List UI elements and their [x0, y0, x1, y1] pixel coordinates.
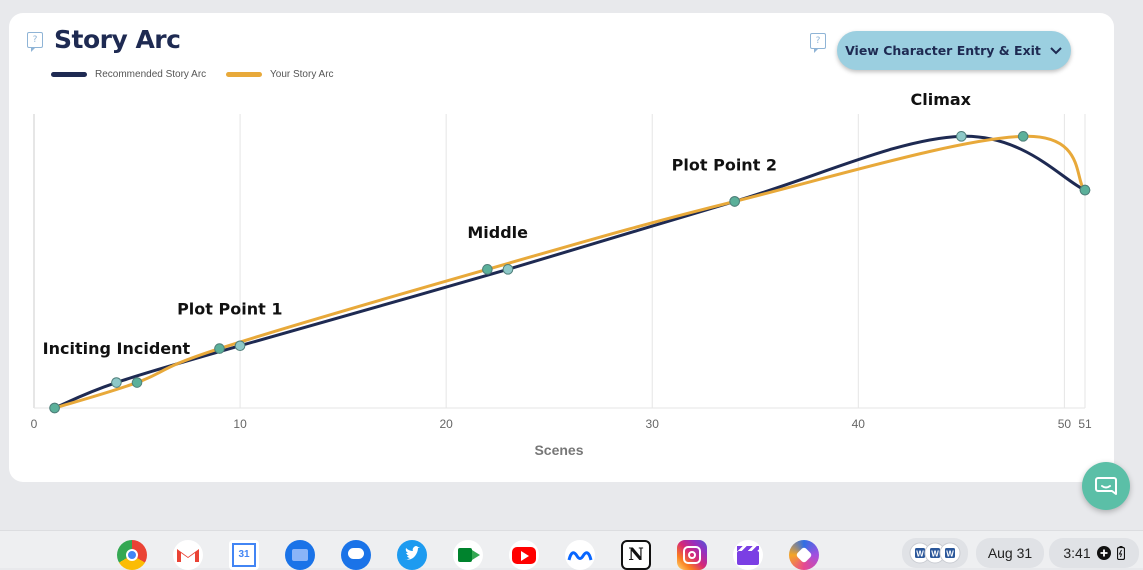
x-tick-label: 0 [31, 417, 38, 431]
data-point [729, 196, 740, 207]
annotation-label: Climax [910, 90, 971, 109]
calendar-icon[interactable]: 31 [229, 540, 259, 570]
annotation-label: Plot Point 1 [177, 300, 282, 319]
button-label: View Character Entry & Exit [845, 43, 1041, 58]
gmail-icon[interactable] [173, 540, 203, 570]
notion-icon[interactable]: N [621, 540, 651, 570]
legend-label: Your Story Arc [270, 69, 334, 80]
legend-item-recommended[interactable]: Recommended Story Arc [51, 69, 206, 80]
x-tick-label: 20 [439, 417, 453, 431]
chrome-icon[interactable] [117, 540, 147, 570]
word-icon: W W W [909, 542, 961, 564]
svg-text:W: W [916, 550, 924, 559]
help-icon[interactable]: ? [810, 33, 826, 53]
annotation-label: Middle [467, 223, 528, 242]
x-tick-label: 50 [1058, 417, 1072, 431]
data-point [131, 377, 143, 388]
twitter-icon[interactable] [397, 540, 427, 570]
copilot-icon[interactable] [789, 540, 819, 570]
taskbar: 31 N W W [0, 530, 1143, 570]
chevron-down-icon [1050, 46, 1062, 54]
x-tick-label: 10 [233, 417, 247, 431]
date-pill[interactable]: Aug 31 [976, 538, 1044, 568]
chat-icon [1095, 477, 1117, 495]
story-arc-chart: 0 10 20 30 40 50 51 Scenes Inciting Incident Plot… [31, 90, 1092, 458]
series-line-recommended [53, 134, 1087, 410]
legend-label: Recommended Story Arc [95, 69, 207, 80]
data-point [482, 264, 493, 275]
data-point [956, 131, 967, 142]
x-tick-label: 51 [1078, 417, 1092, 431]
calendar-day: 31 [232, 543, 256, 567]
data-point [234, 340, 246, 352]
chat-button[interactable] [1082, 462, 1130, 510]
svg-text:W: W [946, 550, 954, 559]
data-point [214, 343, 225, 354]
meet-icon[interactable] [453, 540, 483, 570]
status-tray[interactable]: 3:41 [1049, 538, 1139, 568]
help-icon[interactable]: ? [27, 32, 43, 52]
word-apps-tray[interactable]: W W W [902, 538, 968, 568]
instagram-icon[interactable] [677, 540, 707, 570]
x-tick-label: 30 [646, 417, 660, 431]
legend-swatch [51, 72, 87, 77]
messages-icon[interactable] [341, 540, 371, 570]
annotation-label: Plot Point 2 [672, 155, 777, 174]
x-axis-title: Scenes [534, 442, 583, 458]
series-line-yours [53, 134, 1087, 410]
youtube-icon[interactable] [509, 540, 539, 570]
svg-text:W: W [931, 550, 939, 559]
data-point [49, 402, 60, 414]
view-character-entry-exit-button[interactable]: View Character Entry & Exit [837, 31, 1071, 70]
x-tick-label: 40 [852, 417, 866, 431]
battery-icon [1116, 546, 1125, 560]
data-point [111, 377, 122, 388]
clapperboard-icon[interactable] [733, 540, 763, 570]
add-circle-icon [1096, 546, 1111, 560]
data-point [1079, 184, 1091, 196]
files-icon[interactable] [285, 540, 315, 570]
annotation-label: Inciting Incident [43, 339, 191, 358]
legend-swatch [226, 72, 262, 77]
time-text: 3:41 [1063, 545, 1091, 561]
legend-item-yours[interactable]: Your Story Arc [226, 69, 334, 80]
date-text: Aug 31 [987, 545, 1033, 561]
chart-title: Story Arc [54, 25, 181, 54]
data-point [502, 264, 514, 275]
data-point [1017, 131, 1029, 142]
meta-icon[interactable] [565, 540, 595, 570]
